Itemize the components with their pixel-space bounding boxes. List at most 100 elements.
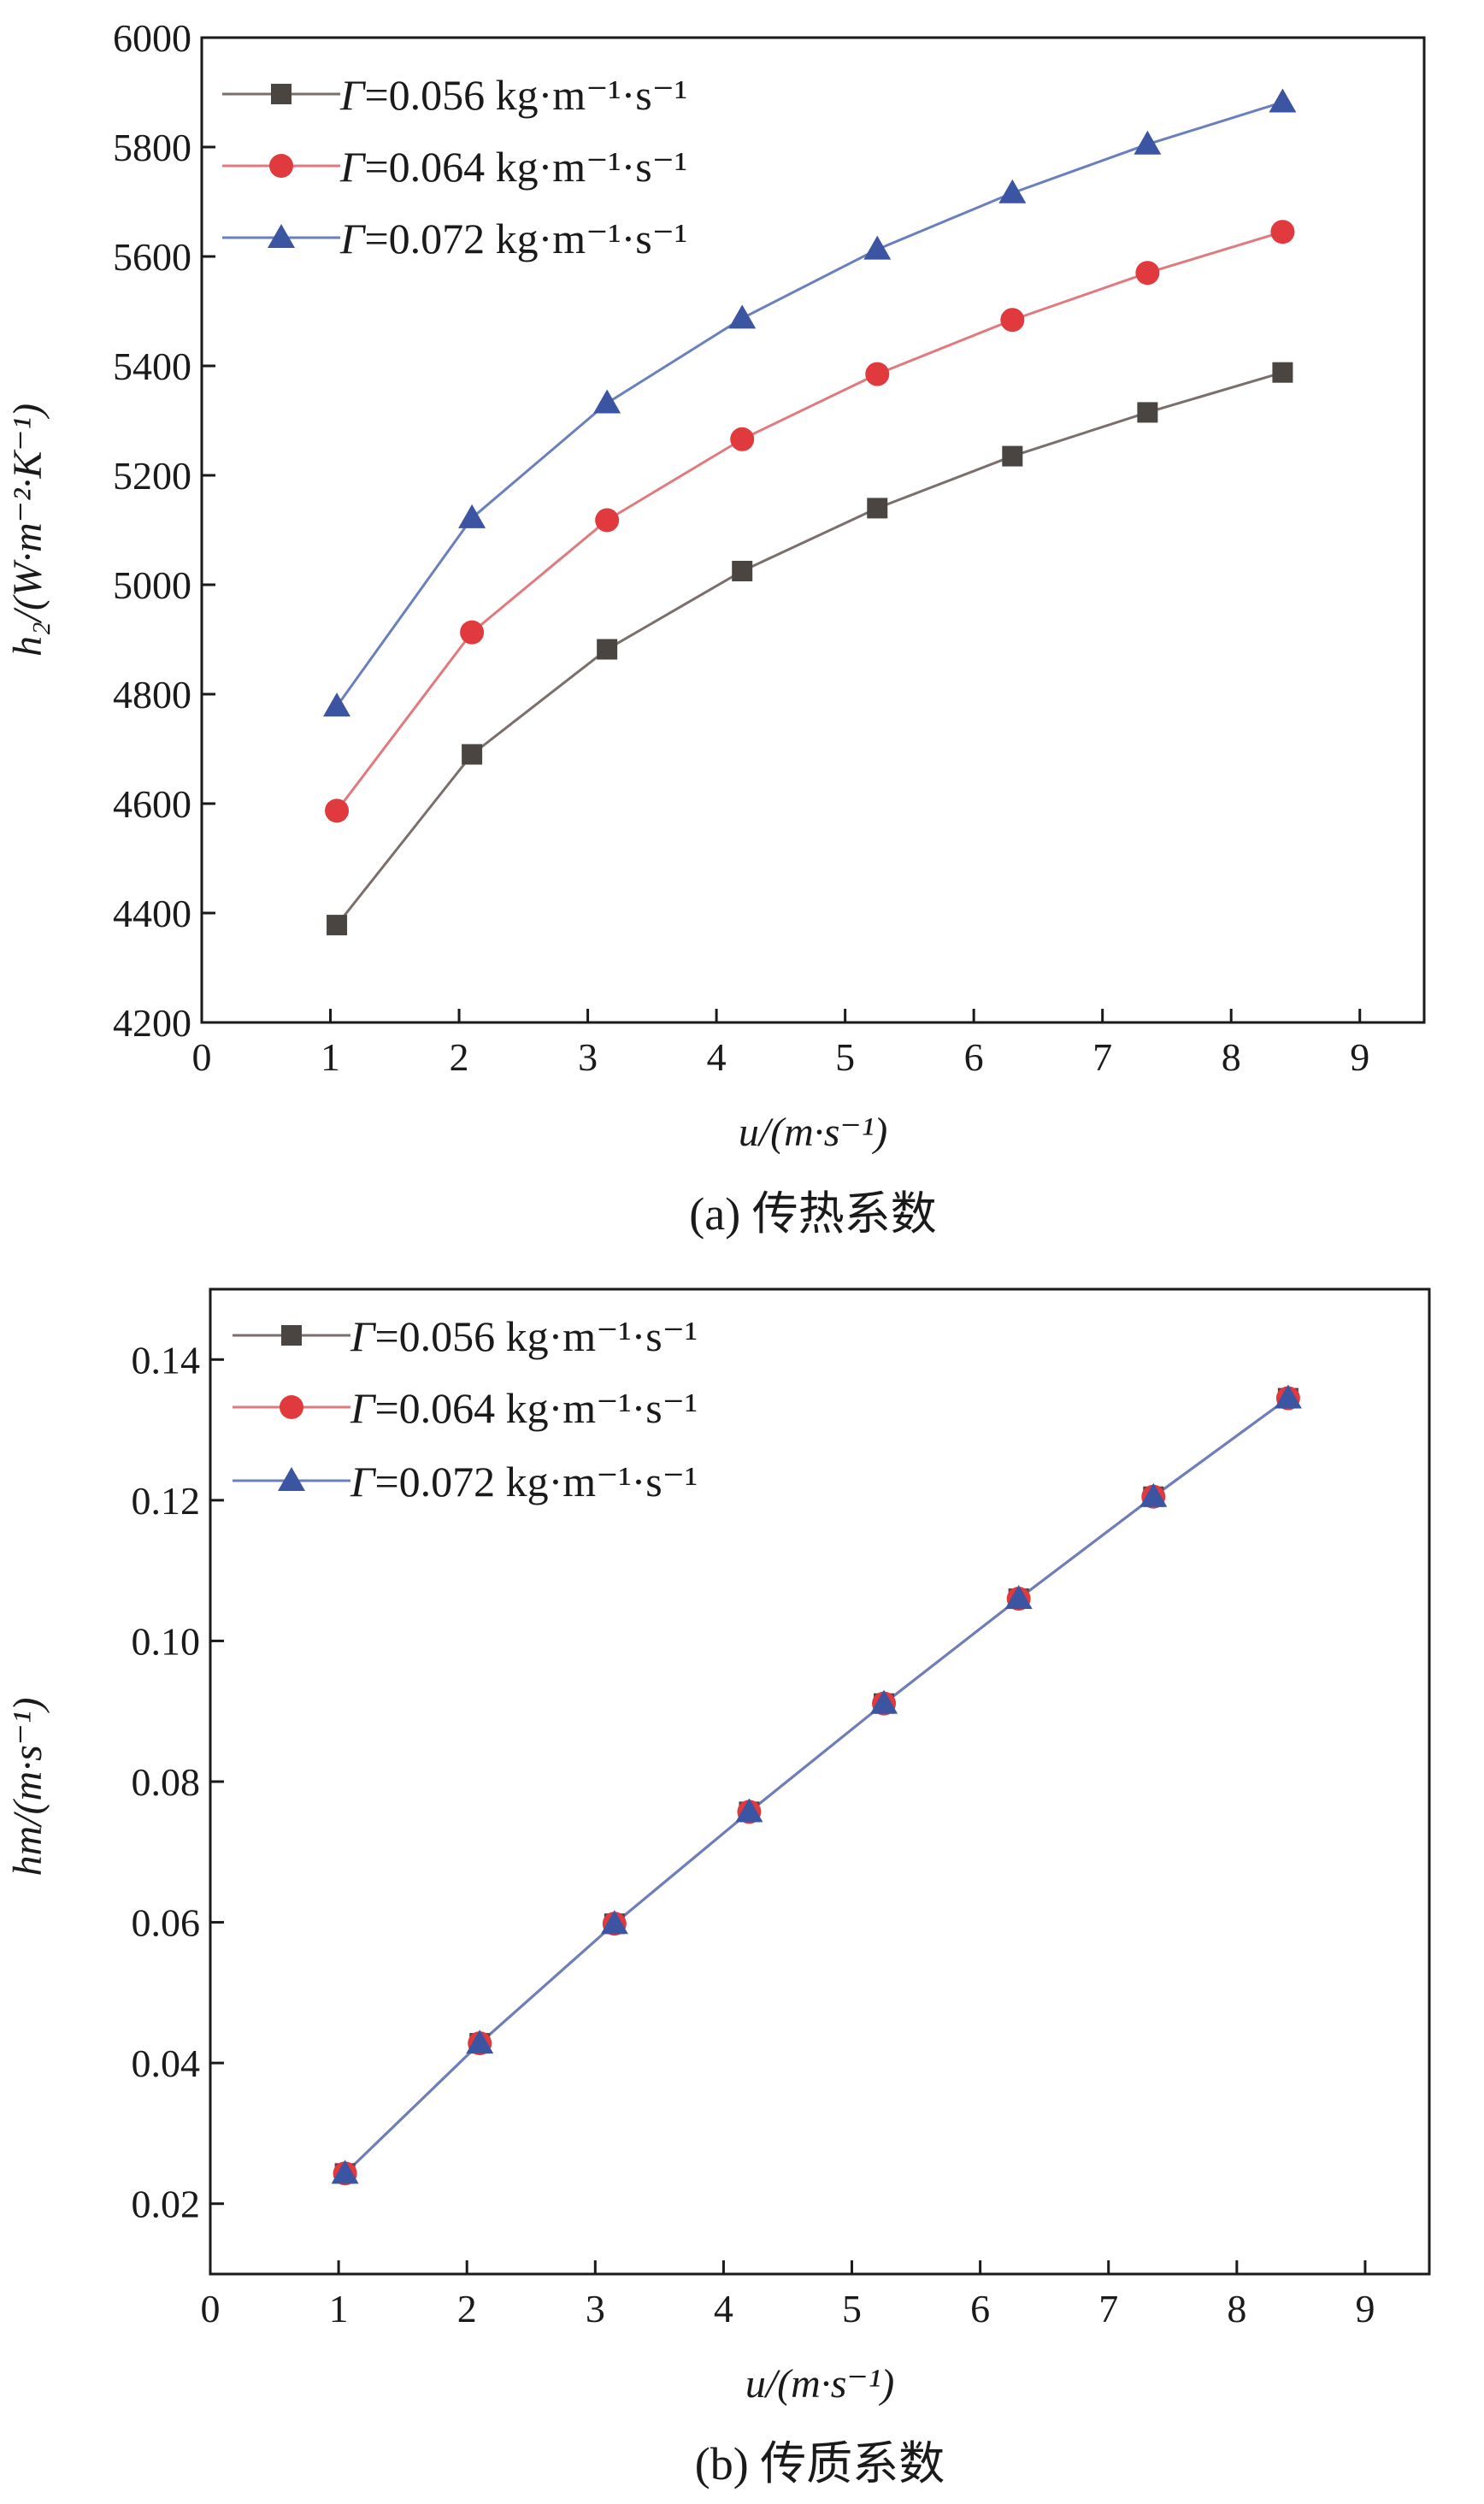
- chart-b-legend-label-056: Γ=0.056 kg·m⁻¹·s⁻¹: [350, 1312, 698, 1360]
- legend-text: =0.064 kg·m⁻¹·s⁻¹: [364, 143, 687, 191]
- chart-a-y-axis-label: h₂/(W·m⁻²·K⁻¹): [5, 404, 50, 657]
- gamma-symbol: Γ: [350, 1458, 377, 1505]
- x-tick-label: 7: [1092, 1035, 1112, 1079]
- series-line-triangle: [344, 1397, 1289, 2175]
- data-point-triangle: [593, 389, 621, 414]
- x-tick-label: 4: [714, 2287, 733, 2330]
- series-line-square: [335, 371, 1283, 927]
- x-tick-label: 9: [1355, 2287, 1375, 2330]
- data-point-square: [1002, 445, 1023, 467]
- data-point-triangle: [1134, 130, 1162, 155]
- y-tick-label: 5800: [113, 126, 191, 169]
- series-line-triangle: [335, 101, 1283, 707]
- legend-square-marker: [271, 84, 292, 104]
- data-point-circle: [1270, 220, 1295, 245]
- y-tick-label: 0.06: [132, 1901, 201, 1945]
- chart-b-legend-entry-072: Γ=0.072 kg·m⁻¹·s⁻¹: [233, 1458, 698, 1505]
- x-tick-label: 5: [835, 1035, 855, 1079]
- x-tick-label: 5: [842, 2287, 862, 2330]
- y-tick-label: 6000: [113, 16, 191, 60]
- data-point-circle: [865, 362, 890, 386]
- x-tick-label: 8: [1227, 2287, 1246, 2330]
- y-tick-label: 4200: [113, 1001, 191, 1045]
- x-tick-label: 3: [586, 2287, 605, 2330]
- chart-b-legend-entry-056: Γ=0.056 kg·m⁻¹·s⁻¹: [233, 1312, 698, 1360]
- y-tick-label: 0.14: [132, 1338, 201, 1382]
- chart-a-legend-label-064: Γ=0.064 kg·m⁻¹·s⁻¹: [339, 143, 687, 191]
- data-point-triangle: [870, 1689, 898, 1714]
- data-point-square: [732, 561, 753, 581]
- gamma-symbol: Γ: [350, 1384, 377, 1432]
- gamma-symbol: Γ: [339, 215, 367, 262]
- gamma-symbol: Γ: [339, 143, 367, 191]
- gamma-symbol: Γ: [339, 71, 367, 119]
- x-tick-label: 0: [192, 1035, 212, 1079]
- data-point-triangle: [863, 235, 892, 260]
- y-tick-label: 4800: [113, 673, 191, 716]
- legend-text: =0.056 kg·m⁻¹·s⁻¹: [374, 1312, 698, 1360]
- chart-a-series-layer: [323, 88, 1297, 936]
- chart-b-legend-entry-064: Γ=0.064 kg·m⁻¹·s⁻¹: [233, 1384, 698, 1432]
- chart-a-x-ticks: 0 1 2 3 4 5 6 7 8 9: [192, 1009, 1369, 1079]
- chart-b-caption: (b) 传质系数: [695, 2438, 945, 2489]
- legend-circle-marker: [280, 1395, 303, 1419]
- chart-b-legend: Γ=0.056 kg·m⁻¹·s⁻¹ Γ=0.064 kg·m⁻¹·s⁻¹ Γ=…: [233, 1312, 698, 1505]
- data-point-triangle: [323, 692, 351, 717]
- y-tick-label: 5000: [113, 563, 191, 607]
- y-tick-label: 4400: [113, 892, 191, 935]
- chart-b-legend-label-072: Γ=0.072 kg·m⁻¹·s⁻¹: [350, 1458, 698, 1505]
- data-point-circle: [595, 508, 620, 533]
- legend-square-marker: [281, 1325, 302, 1346]
- data-point-square: [1137, 402, 1158, 423]
- data-point-triangle: [735, 1798, 763, 1823]
- data-point-circle: [325, 798, 350, 823]
- x-tick-label: 4: [707, 1035, 727, 1079]
- chart-b-x-axis-label: u/(m·s⁻¹): [745, 2361, 894, 2407]
- data-point-square: [1272, 362, 1293, 383]
- data-point-triangle: [600, 1910, 628, 1935]
- x-tick-label: 1: [321, 1035, 340, 1079]
- x-tick-label: 6: [964, 1035, 984, 1079]
- data-point-triangle: [466, 2030, 494, 2054]
- y-tick-label: 5600: [113, 235, 191, 279]
- y-tick-label: 0.08: [132, 1760, 201, 1804]
- data-point-triangle: [1269, 88, 1297, 113]
- legend-triangle-marker: [268, 224, 295, 248]
- chart-a-legend-entry-056: Γ=0.056 kg·m⁻¹·s⁻¹: [222, 71, 687, 119]
- x-tick-label: 2: [450, 1035, 469, 1079]
- chart-b-x-ticks: 0 1 2 3 4 5 6 7 8 9: [201, 2260, 1375, 2330]
- chart-a-heat-transfer: 0 1 2 3 4 5 6 7 8 9 4200 4400 4600 4800 5000 5200 5400 5…: [5, 16, 1426, 1240]
- chart-b-series-layer: [331, 1384, 1302, 2186]
- series-line-square: [344, 1397, 1289, 2175]
- chart-a-legend-label-072: Γ=0.072 kg·m⁻¹·s⁻¹: [339, 215, 687, 262]
- data-point-circle: [730, 427, 755, 451]
- x-tick-label: 2: [457, 2287, 477, 2330]
- x-tick-label: 7: [1098, 2287, 1118, 2330]
- chart-a-plot-frame: [200, 36, 1426, 1024]
- data-point-square: [597, 639, 618, 660]
- legend-triangle-marker: [278, 1467, 305, 1491]
- chart-a-legend-entry-072: Γ=0.072 kg·m⁻¹·s⁻¹: [222, 215, 687, 262]
- chart-a-y-ticks: 4200 4400 4600 4800 5000 5200 5400 5600 5800 6000: [113, 16, 215, 1045]
- y-tick-label: 4600: [113, 782, 191, 826]
- x-tick-label: 9: [1350, 1035, 1369, 1079]
- legend-circle-marker: [269, 154, 293, 178]
- series-line-circle: [335, 230, 1283, 812]
- legend-text: =0.072 kg·m⁻¹·s⁻¹: [364, 215, 687, 262]
- chart-a-caption: (a) 传热系数: [689, 1188, 936, 1240]
- data-point-square: [462, 744, 483, 765]
- x-tick-label: 3: [578, 1035, 598, 1079]
- chart-a-legend-entry-064: Γ=0.064 kg·m⁻¹·s⁻¹: [222, 143, 687, 191]
- data-point-square: [867, 498, 888, 519]
- data-point-square: [327, 915, 348, 936]
- y-tick-label: 0.04: [132, 2041, 201, 2085]
- data-point-circle: [460, 620, 485, 645]
- y-tick-label: 0.12: [132, 1479, 201, 1523]
- y-tick-label: 5200: [113, 454, 191, 498]
- x-tick-label: 1: [329, 2287, 349, 2330]
- chart-b-y-ticks: 0.02 0.04 0.06 0.08 0.10 0.12 0.14: [132, 1338, 224, 2226]
- data-point-triangle: [728, 304, 757, 329]
- data-point-triangle: [1004, 1585, 1033, 1610]
